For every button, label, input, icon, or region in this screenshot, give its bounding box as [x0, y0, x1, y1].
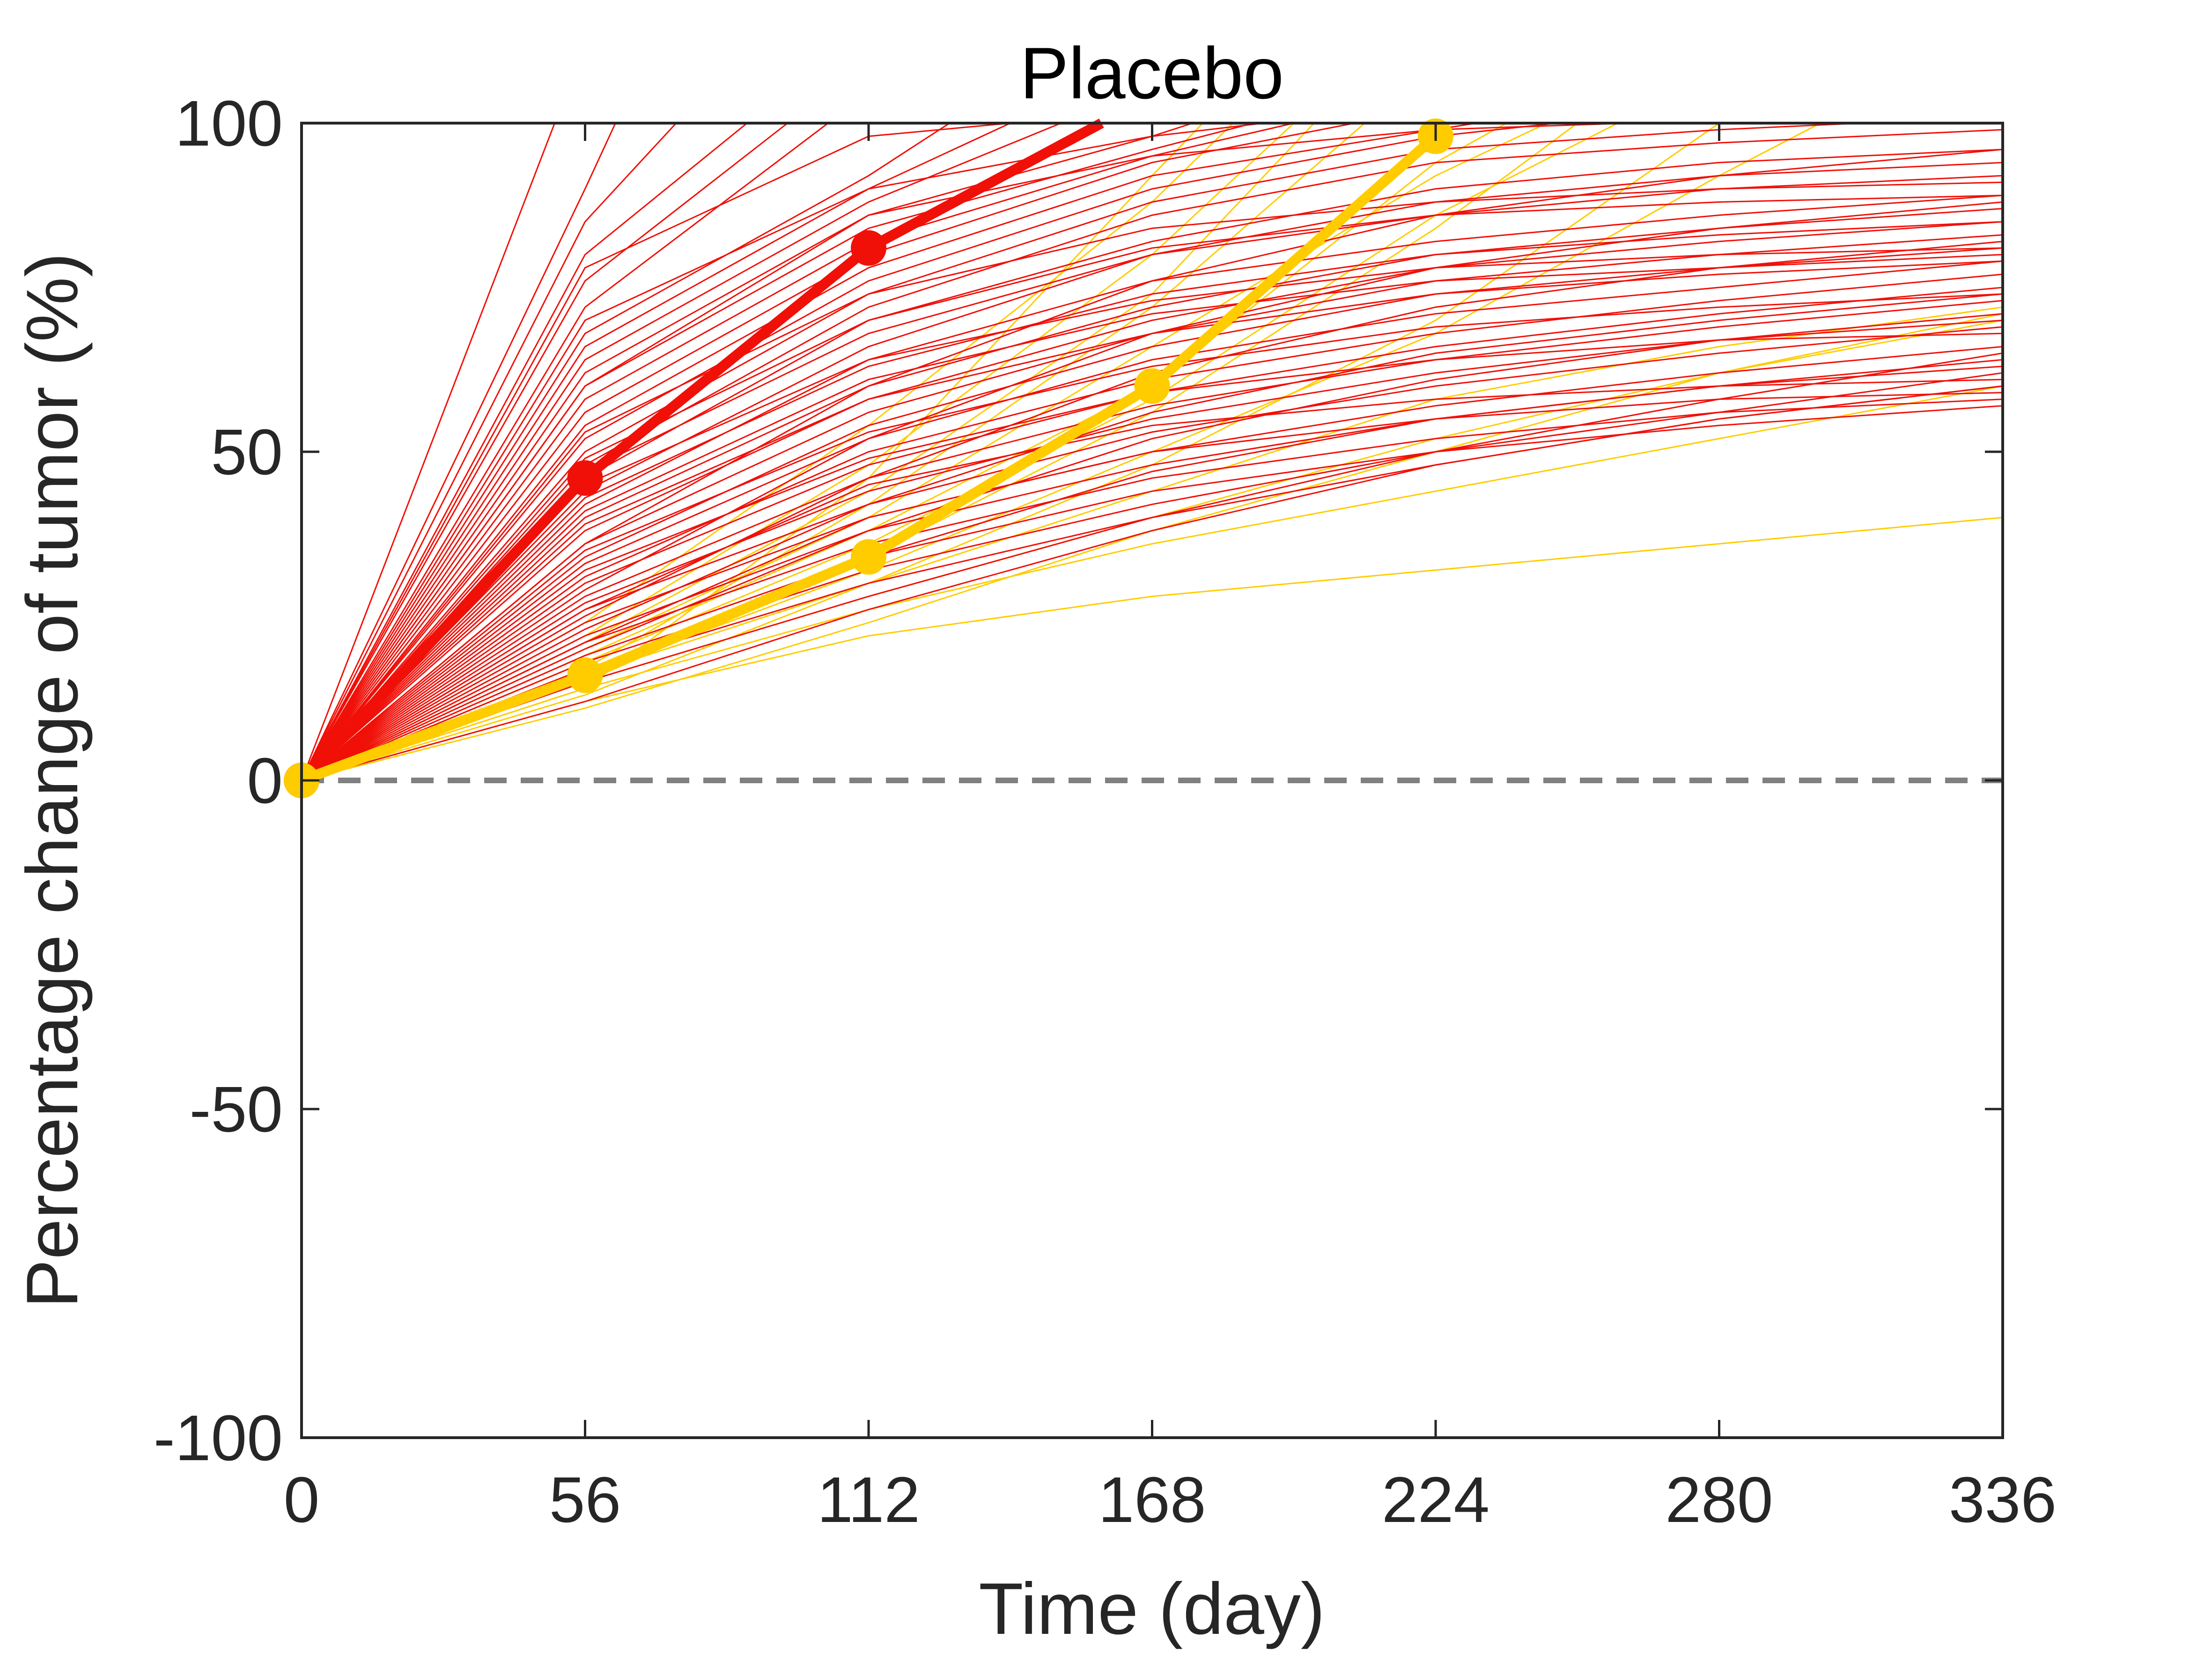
x-tick-label-56: 56: [549, 1464, 621, 1536]
highlight-point-red-3: [851, 230, 886, 266]
series-line-red-56: [302, 194, 2003, 781]
series-line-red-5: [302, 123, 788, 781]
highlight-point-yellow-4: [1134, 368, 1170, 404]
series-line-red-28: [302, 300, 2003, 781]
series-line-red-48: [302, 260, 2003, 781]
series-line-red-15: [302, 123, 1557, 781]
series-line-red-34: [302, 405, 2003, 781]
series-line-red-1: [302, 123, 555, 781]
y-tick-label-50: 50: [211, 416, 283, 488]
series-line-red-40: [302, 293, 2003, 781]
series-line-red-6: [302, 123, 829, 781]
y-tick-label-0: 0: [247, 745, 283, 817]
series-line-red-4: [302, 123, 748, 781]
series-line-red-54: [302, 385, 2003, 781]
highlight-point-yellow-2: [567, 657, 603, 693]
series-line-red-44: [302, 123, 1264, 781]
highlight-line-red: [297, 118, 1104, 784]
series-line-red-2: [302, 123, 616, 781]
axis-ticks: [300, 122, 2004, 1439]
series-line-red-49: [302, 293, 2003, 781]
x-tick-label-112: 112: [817, 1464, 920, 1536]
x-tick-label-0: 0: [284, 1464, 320, 1536]
x-axis-tick-labels: 0 56 112 168 224 280 336: [284, 1464, 2057, 1536]
y-axis-tick-labels: -100 -50 0 50 100: [154, 88, 283, 1474]
series-line-red-47: [302, 221, 2003, 781]
x-tick-label-168: 168: [1098, 1464, 1206, 1536]
series-line-red-22: [302, 221, 2003, 781]
series-line-red-3: [302, 123, 677, 781]
highlight-point-yellow-3: [851, 539, 886, 575]
highlight-point-red-2: [567, 460, 603, 496]
x-tick-label-224: 224: [1382, 1464, 1489, 1536]
series-line-red-55: [302, 181, 2003, 781]
individual-series-group: [302, 123, 2003, 781]
x-tick-label-336: 336: [1949, 1464, 2057, 1536]
series-line-red-58: [302, 254, 2003, 781]
series-line-red-51: [302, 379, 2003, 781]
y-axis-label: Percentage change of tumor (%): [12, 253, 93, 1308]
highlight-series-group: [284, 118, 1453, 798]
y-tick-label-100: 100: [175, 88, 283, 160]
series-line-red-9: [302, 123, 1062, 781]
series-line-red-8: [302, 123, 1011, 781]
y-tick-label--100: -100: [154, 1402, 283, 1474]
chart-title: Placebo: [1020, 33, 1284, 114]
x-tick-label-280: 280: [1665, 1464, 1773, 1536]
series-line-red-43: [302, 123, 1010, 781]
series-line-red-45: [302, 123, 1628, 781]
series-line-red-25: [302, 260, 2003, 781]
x-axis-label: Time (day): [979, 1568, 1325, 1650]
y-tick-label--50: -50: [190, 1073, 283, 1146]
